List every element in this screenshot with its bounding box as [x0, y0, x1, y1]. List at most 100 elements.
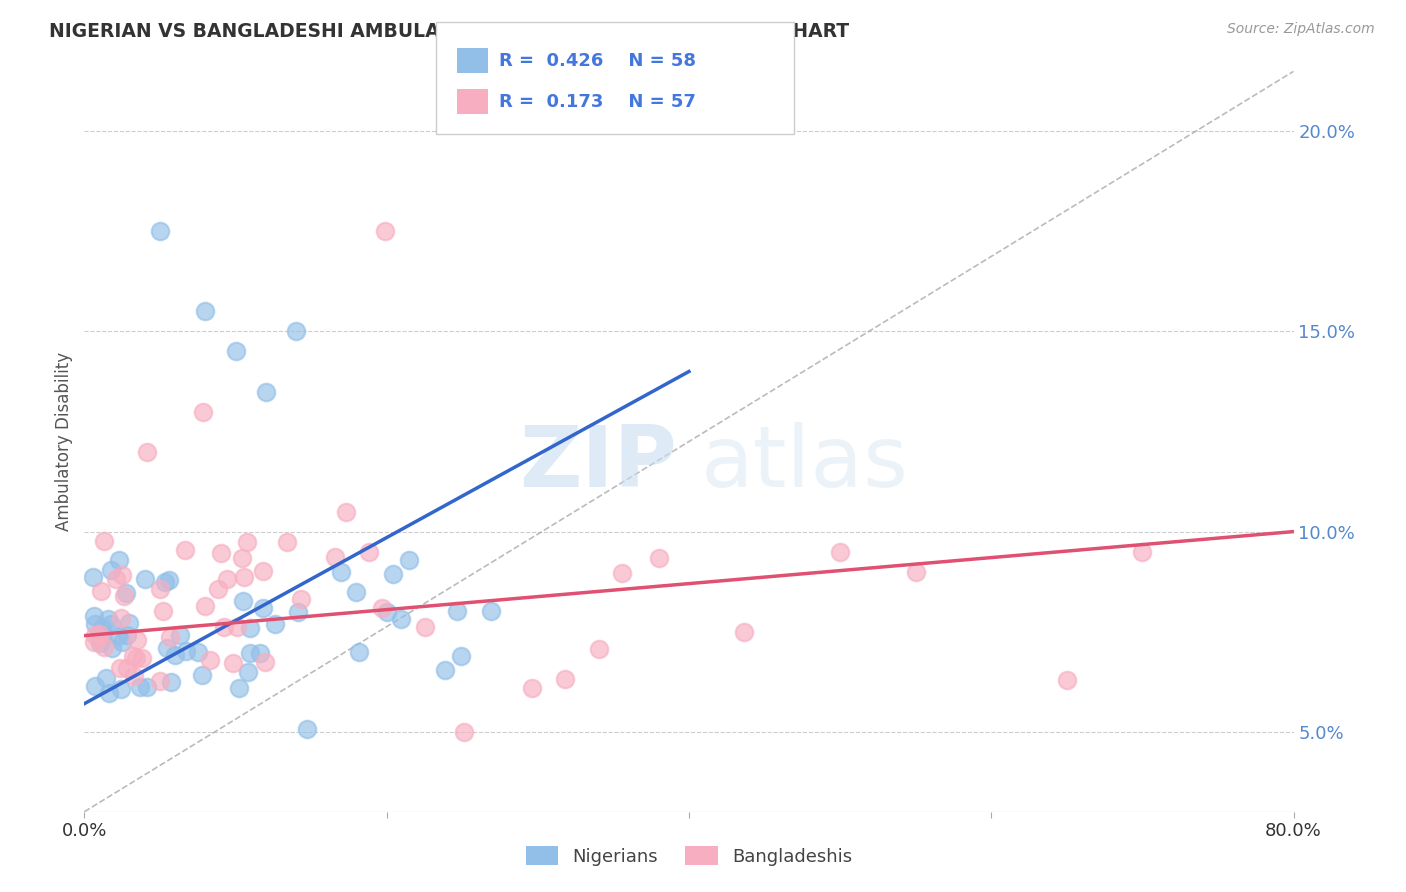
Point: [98, 686, 121, 700]
Point: [446, 604, 468, 618]
Point: [165, 648, 187, 662]
Point: [83, 608, 105, 623]
Point: [152, 605, 174, 619]
Point: [134, 573, 156, 587]
Point: [101, 641, 124, 656]
Point: [285, 325, 308, 339]
Point: [335, 505, 357, 519]
Point: [100, 563, 122, 577]
Point: [91, 628, 114, 642]
Point: [249, 646, 271, 660]
Point: [228, 681, 250, 695]
Point: [382, 566, 405, 581]
Point: [588, 641, 610, 656]
Point: [173, 542, 195, 557]
Point: [115, 661, 138, 675]
Text: R =  0.173    N = 57: R = 0.173 N = 57: [499, 93, 696, 111]
Text: ZIP: ZIP: [519, 422, 676, 505]
Point: [198, 653, 221, 667]
Point: [131, 651, 153, 665]
Point: [115, 628, 138, 642]
Point: [413, 620, 436, 634]
Point: [347, 645, 370, 659]
Point: [110, 611, 132, 625]
Point: [169, 628, 191, 642]
Point: [90, 584, 112, 599]
Point: [122, 669, 145, 683]
Point: [149, 224, 172, 238]
Point: [232, 570, 254, 584]
Point: [149, 673, 172, 688]
Point: [226, 620, 249, 634]
Point: [100, 616, 122, 631]
Point: [276, 534, 298, 549]
Text: NIGERIAN VS BANGLADESHI AMBULATORY DISABILITY CORRELATION CHART: NIGERIAN VS BANGLADESHI AMBULATORY DISAB…: [49, 22, 849, 41]
Point: [93, 533, 115, 548]
Point: [239, 621, 262, 635]
Point: [97, 612, 120, 626]
Legend: Nigerians, Bangladeshis: Nigerians, Bangladeshis: [519, 839, 859, 873]
Point: [357, 544, 380, 558]
Point: [91, 621, 114, 635]
Point: [115, 586, 138, 600]
Point: [238, 646, 260, 660]
Point: [108, 552, 131, 566]
Point: [176, 644, 198, 658]
Point: [1130, 544, 1153, 558]
Point: [127, 633, 149, 648]
Point: [159, 630, 181, 644]
Text: R =  0.426    N = 58: R = 0.426 N = 58: [499, 52, 696, 70]
Point: [156, 641, 179, 656]
Point: [187, 645, 209, 659]
Y-axis label: Ambulatory Disability: Ambulatory Disability: [55, 352, 73, 531]
Point: [252, 564, 274, 578]
Point: [479, 604, 502, 618]
Point: [733, 624, 755, 639]
Point: [904, 565, 927, 579]
Point: [83, 679, 105, 693]
Point: [236, 534, 259, 549]
Point: [346, 584, 368, 599]
Point: [290, 591, 312, 606]
Point: [89, 636, 111, 650]
Point: [453, 725, 475, 739]
Point: [111, 568, 134, 582]
Text: atlas: atlas: [702, 422, 910, 505]
Point: [82, 570, 104, 584]
Point: [190, 668, 212, 682]
Point: [520, 681, 543, 695]
Point: [610, 566, 633, 580]
Point: [149, 582, 172, 597]
Point: [225, 344, 247, 359]
Point: [105, 572, 128, 586]
Point: [93, 640, 115, 655]
Point: [263, 616, 285, 631]
Point: [1056, 673, 1078, 687]
Point: [112, 589, 135, 603]
Point: [136, 444, 159, 458]
Point: [252, 601, 274, 615]
Point: [83, 628, 105, 642]
Point: [160, 674, 183, 689]
Point: [374, 224, 396, 238]
Point: [211, 546, 233, 560]
Point: [96, 671, 118, 685]
Point: [153, 575, 176, 590]
Point: [128, 680, 150, 694]
Point: [193, 404, 215, 418]
Point: [125, 650, 148, 665]
Point: [108, 661, 131, 675]
Point: [122, 648, 145, 663]
Point: [83, 617, 105, 632]
Point: [194, 599, 217, 614]
Text: Source: ZipAtlas.com: Source: ZipAtlas.com: [1227, 22, 1375, 37]
Point: [398, 553, 420, 567]
Point: [107, 629, 129, 643]
Point: [110, 682, 132, 697]
Point: [434, 663, 457, 677]
Point: [287, 605, 309, 619]
Point: [830, 544, 852, 558]
Point: [232, 593, 254, 607]
Point: [87, 627, 110, 641]
Point: [323, 549, 346, 564]
